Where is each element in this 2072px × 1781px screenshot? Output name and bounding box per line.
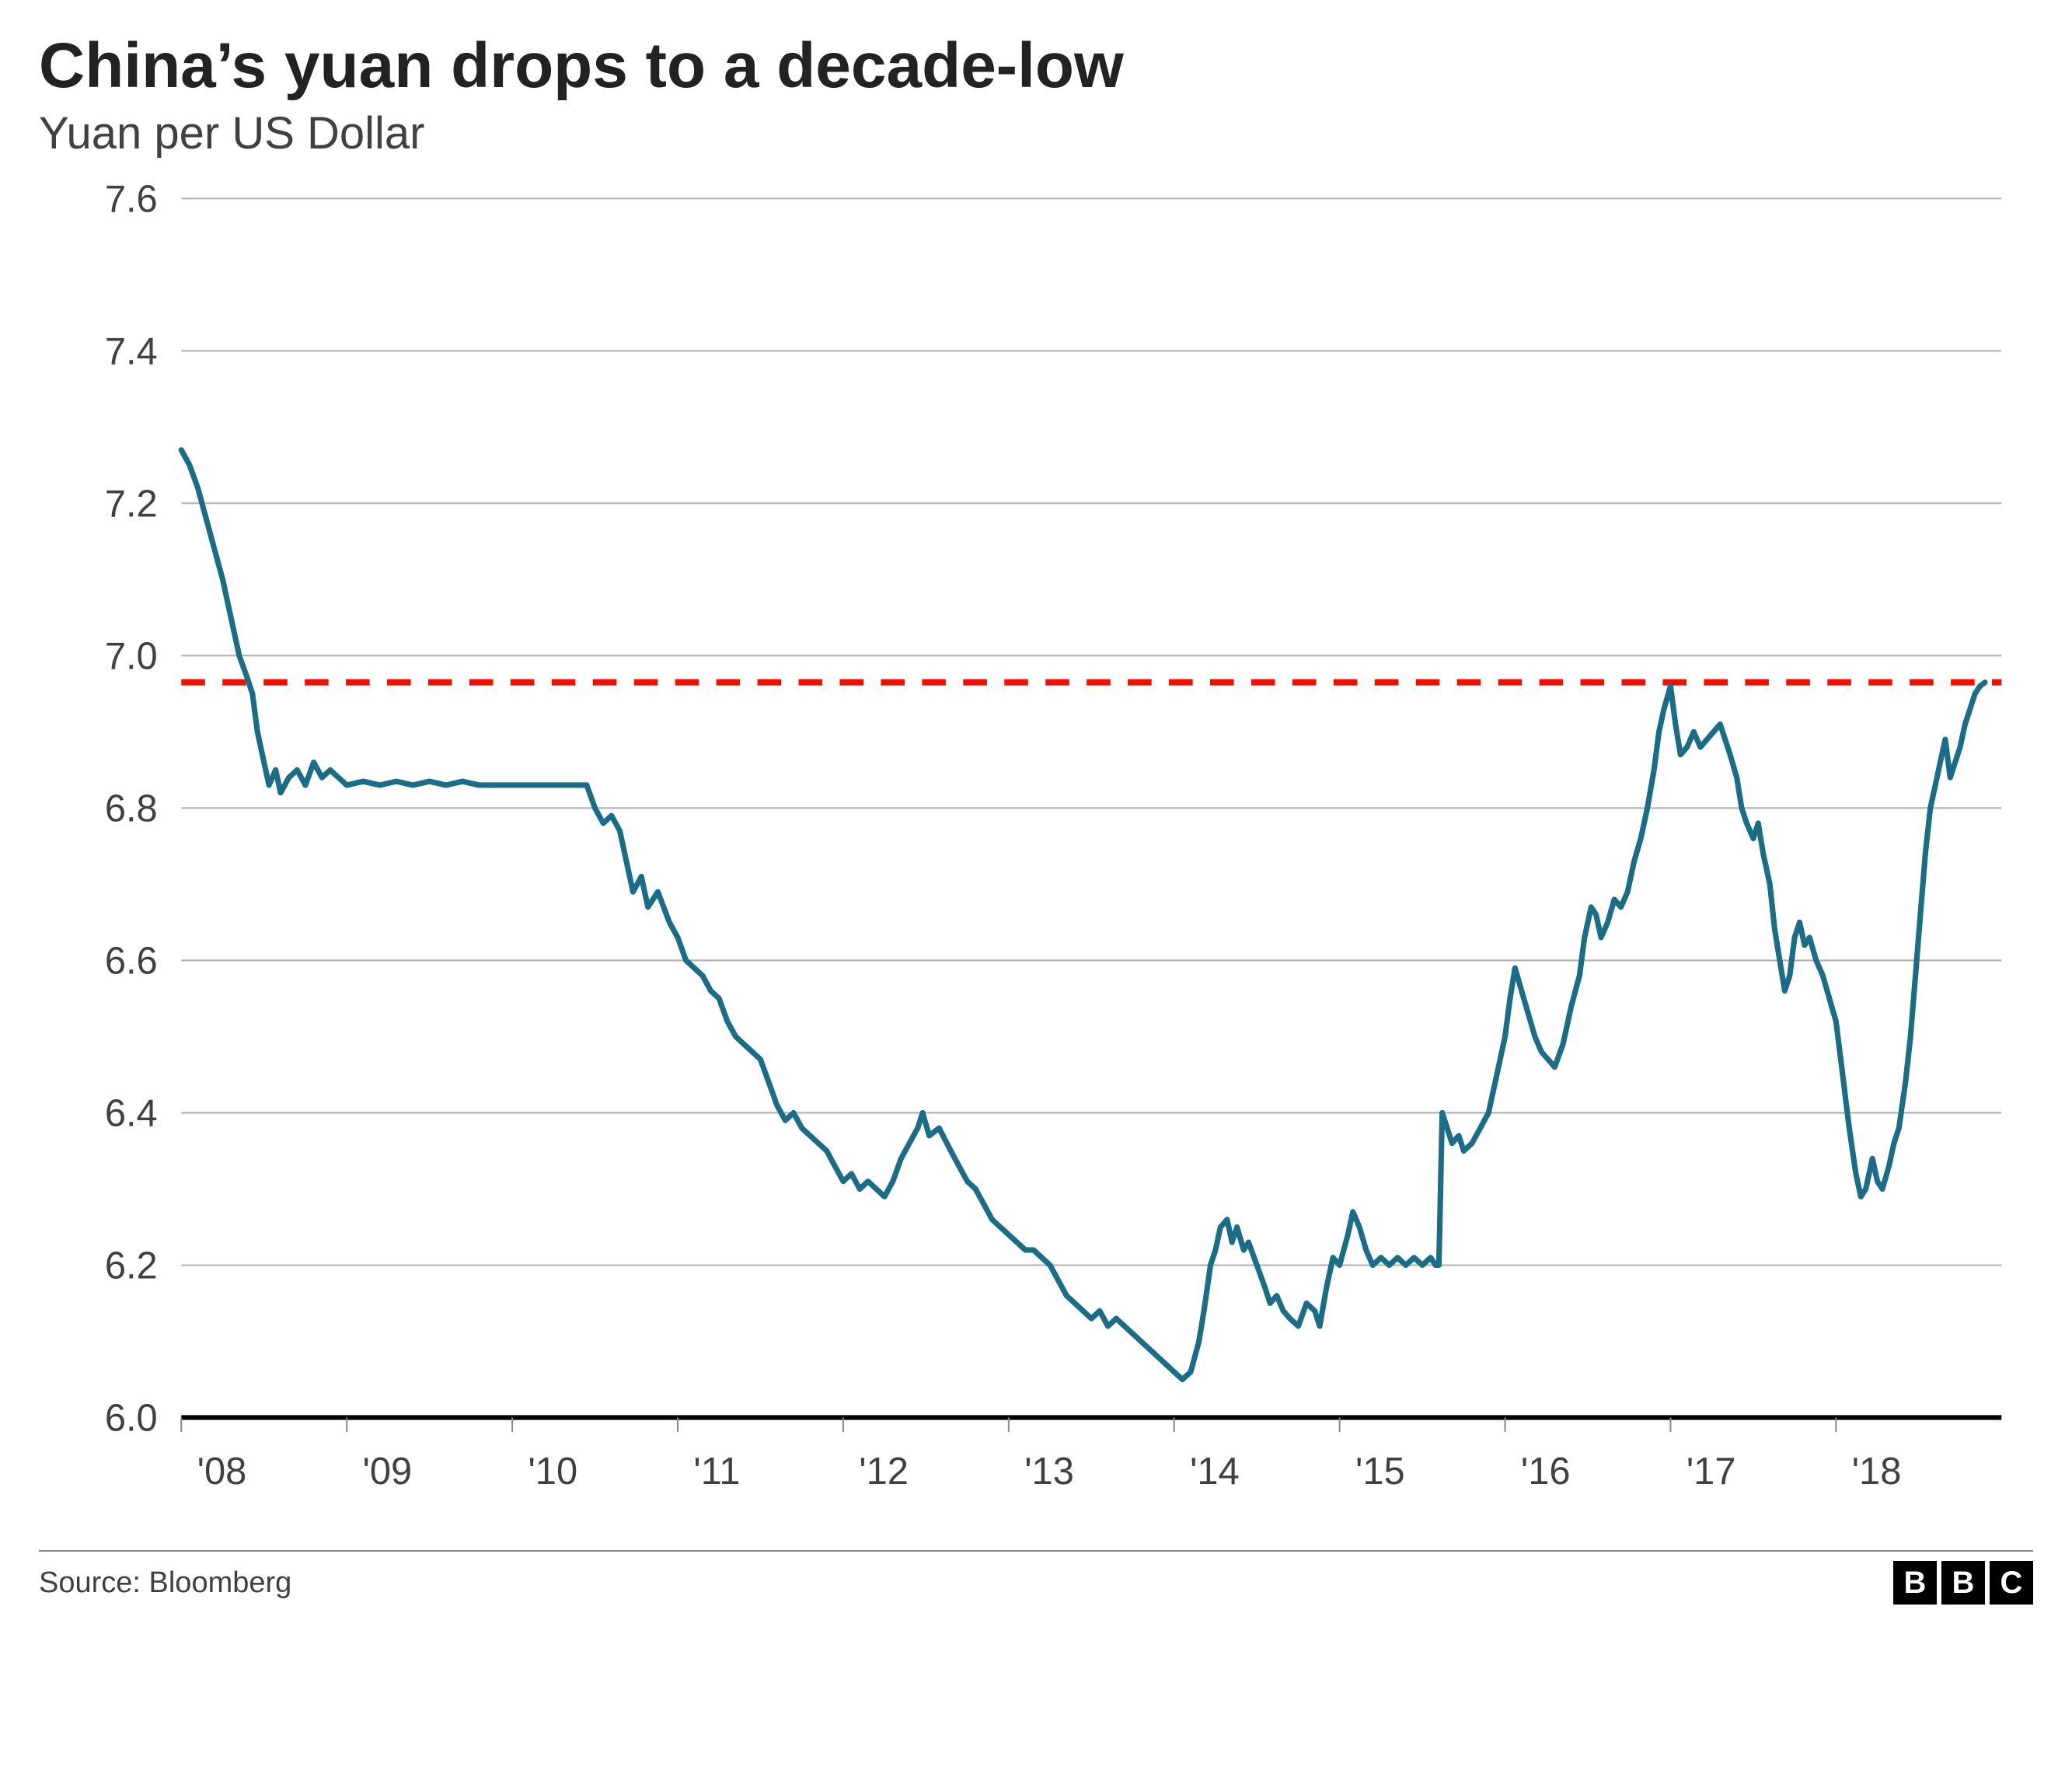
y-tick-label: 6.8 (105, 788, 158, 830)
line-chart-svg: 6.0 6.2 6.4 6.6 6.8 7.0 7.2 7.4 7.6 '08 '09 '10 '11 '… (39, 183, 2033, 1528)
y-tick-label: 7.4 (105, 331, 158, 373)
x-tick-label: '18 (1852, 1451, 1902, 1493)
x-tick-label: '17 (1687, 1451, 1736, 1493)
x-tick-label: '14 (1190, 1451, 1240, 1493)
bbc-logo-box: C (1990, 1561, 2033, 1605)
y-tick-label: 7.6 (105, 183, 158, 220)
y-tick-label: 6.6 (105, 941, 158, 983)
chart-subtitle: Yuan per US Dollar (39, 107, 2033, 159)
source-text: Source: Bloomberg (39, 1566, 291, 1600)
y-tick-label: 7.0 (105, 636, 158, 678)
y-tick-label: 6.0 (105, 1398, 158, 1440)
x-tick-label: '10 (528, 1451, 577, 1493)
y-tick-label: 6.4 (105, 1093, 158, 1135)
y-tick-label: 7.2 (105, 484, 158, 526)
bbc-logo: BBC (1893, 1561, 2033, 1605)
plot-area: 6.0 6.2 6.4 6.6 6.8 7.0 7.2 7.4 7.6 '08 '09 '10 '11 '… (39, 183, 2033, 1528)
x-tick-label: '12 (859, 1451, 909, 1493)
chart-container: China’s yuan drops to a decade-low Yuan … (0, 0, 2072, 1628)
x-tick-label: '11 (693, 1451, 740, 1493)
x-tick-label: '08 (197, 1451, 247, 1493)
chart-title: China’s yuan drops to a decade-low (39, 31, 2033, 101)
x-tick-label: '13 (1024, 1451, 1074, 1493)
x-tick-label: '16 (1521, 1451, 1571, 1493)
y-tick-label: 6.2 (105, 1245, 158, 1287)
bbc-logo-box: B (1893, 1561, 1937, 1605)
x-tick-label: '15 (1355, 1451, 1405, 1493)
bbc-logo-box: B (1941, 1561, 1985, 1605)
x-tick-label: '09 (363, 1451, 413, 1493)
chart-footer: Source: Bloomberg BBC (39, 1550, 2033, 1605)
